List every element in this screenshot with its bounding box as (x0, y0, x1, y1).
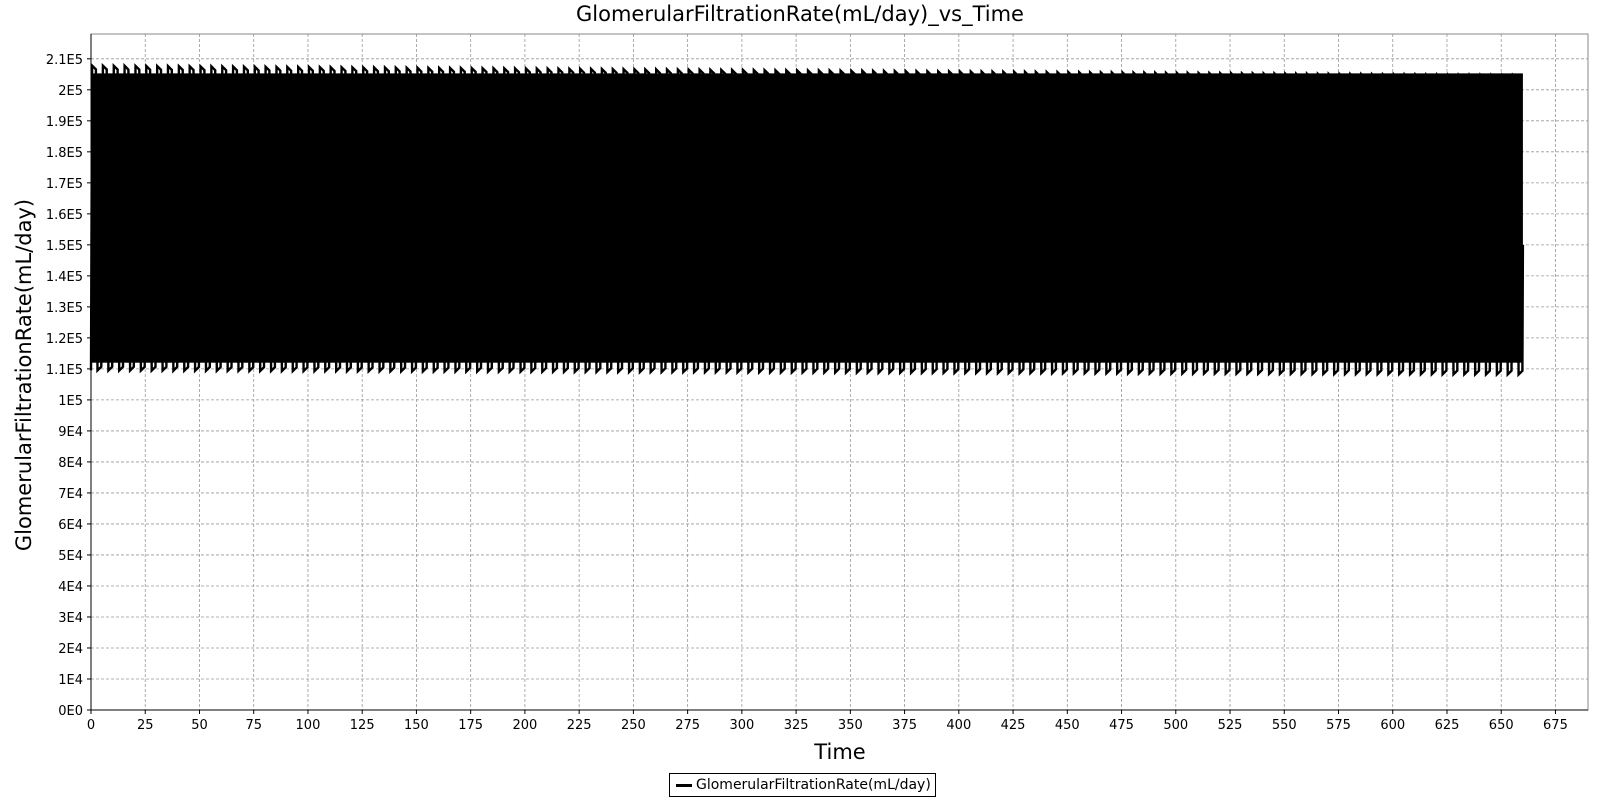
x-axis-ticks: 0 25 50 75 100 125 150 175 200 225 250 275 300 325 350… (87, 710, 1568, 733)
y-tick-label: 1.5E5 (46, 239, 83, 254)
x-tick-label: 350 (838, 718, 863, 733)
x-tick-label: 25 (137, 718, 154, 733)
chart-title: GlomerularFiltrationRate(mL/day)_vs_Time (576, 2, 1024, 26)
x-tick-label: 50 (191, 718, 208, 733)
y-tick-label: 8E4 (58, 456, 83, 471)
x-tick-label: 225 (567, 718, 592, 733)
legend: GlomerularFiltrationRate(mL/day) (669, 773, 936, 797)
y-tick-label: 1.4E5 (46, 270, 83, 285)
legend-label: GlomerularFiltrationRate(mL/day) (696, 777, 931, 793)
x-tick-label: 500 (1163, 718, 1188, 733)
x-tick-label: 300 (729, 718, 754, 733)
y-tick-label: 0E0 (58, 704, 83, 719)
x-tick-label: 550 (1272, 718, 1297, 733)
y-tick-label: 6E4 (58, 518, 83, 533)
y-tick-label: 2E5 (58, 84, 83, 99)
y-tick-label: 2.1E5 (46, 53, 83, 68)
y-tick-label: 1.2E5 (46, 332, 83, 347)
legend-swatch (676, 783, 692, 787)
y-tick-label: 1.8E5 (46, 146, 83, 161)
y-tick-label: 1.1E5 (46, 363, 83, 378)
x-tick-label: 0 (87, 718, 95, 733)
x-tick-label: 250 (621, 718, 646, 733)
y-tick-label: 7E4 (58, 487, 83, 502)
x-tick-label: 675 (1543, 718, 1568, 733)
x-tick-label: 600 (1380, 718, 1405, 733)
x-tick-label: 575 (1326, 718, 1351, 733)
x-axis-label: Time (814, 740, 866, 764)
x-tick-label: 125 (350, 718, 375, 733)
x-tick-label: 425 (1001, 718, 1026, 733)
series-line (89, 62, 1525, 378)
y-tick-label: 3E4 (58, 611, 83, 626)
y-tick-label: 1.6E5 (46, 208, 83, 223)
y-tick-label: 1.9E5 (46, 115, 83, 130)
x-tick-label: 450 (1055, 718, 1080, 733)
y-tick-label: 1E4 (58, 673, 83, 688)
y-tick-label: 1E5 (58, 394, 83, 409)
y-tick-label: 9E4 (58, 425, 83, 440)
series-layer (89, 62, 1525, 378)
y-tick-label: 5E4 (58, 549, 83, 564)
x-tick-label: 525 (1218, 718, 1243, 733)
y-axis-label: GlomerularFiltrationRate(mL/day) (12, 198, 36, 552)
x-tick-label: 150 (404, 718, 429, 733)
x-tick-label: 625 (1435, 718, 1460, 733)
x-tick-label: 100 (296, 718, 321, 733)
x-tick-label: 400 (946, 718, 971, 733)
x-tick-label: 475 (1109, 718, 1134, 733)
y-tick-label: 2E4 (58, 642, 83, 657)
x-tick-label: 75 (245, 718, 262, 733)
x-tick-label: 325 (784, 718, 809, 733)
y-tick-label: 1.7E5 (46, 177, 83, 192)
x-tick-label: 650 (1489, 718, 1514, 733)
x-tick-label: 375 (892, 718, 917, 733)
y-tick-label: 1.3E5 (46, 301, 83, 316)
x-tick-label: 200 (512, 718, 537, 733)
y-axis-ticks: 0E0 1E4 2E4 3E4 4E4 5E4 6E4 7E4 8E4 9E4 1E5 1.1E5 1.… (46, 53, 91, 719)
x-tick-label: 275 (675, 718, 700, 733)
y-tick-label: 4E4 (58, 580, 83, 595)
x-tick-label: 175 (458, 718, 483, 733)
